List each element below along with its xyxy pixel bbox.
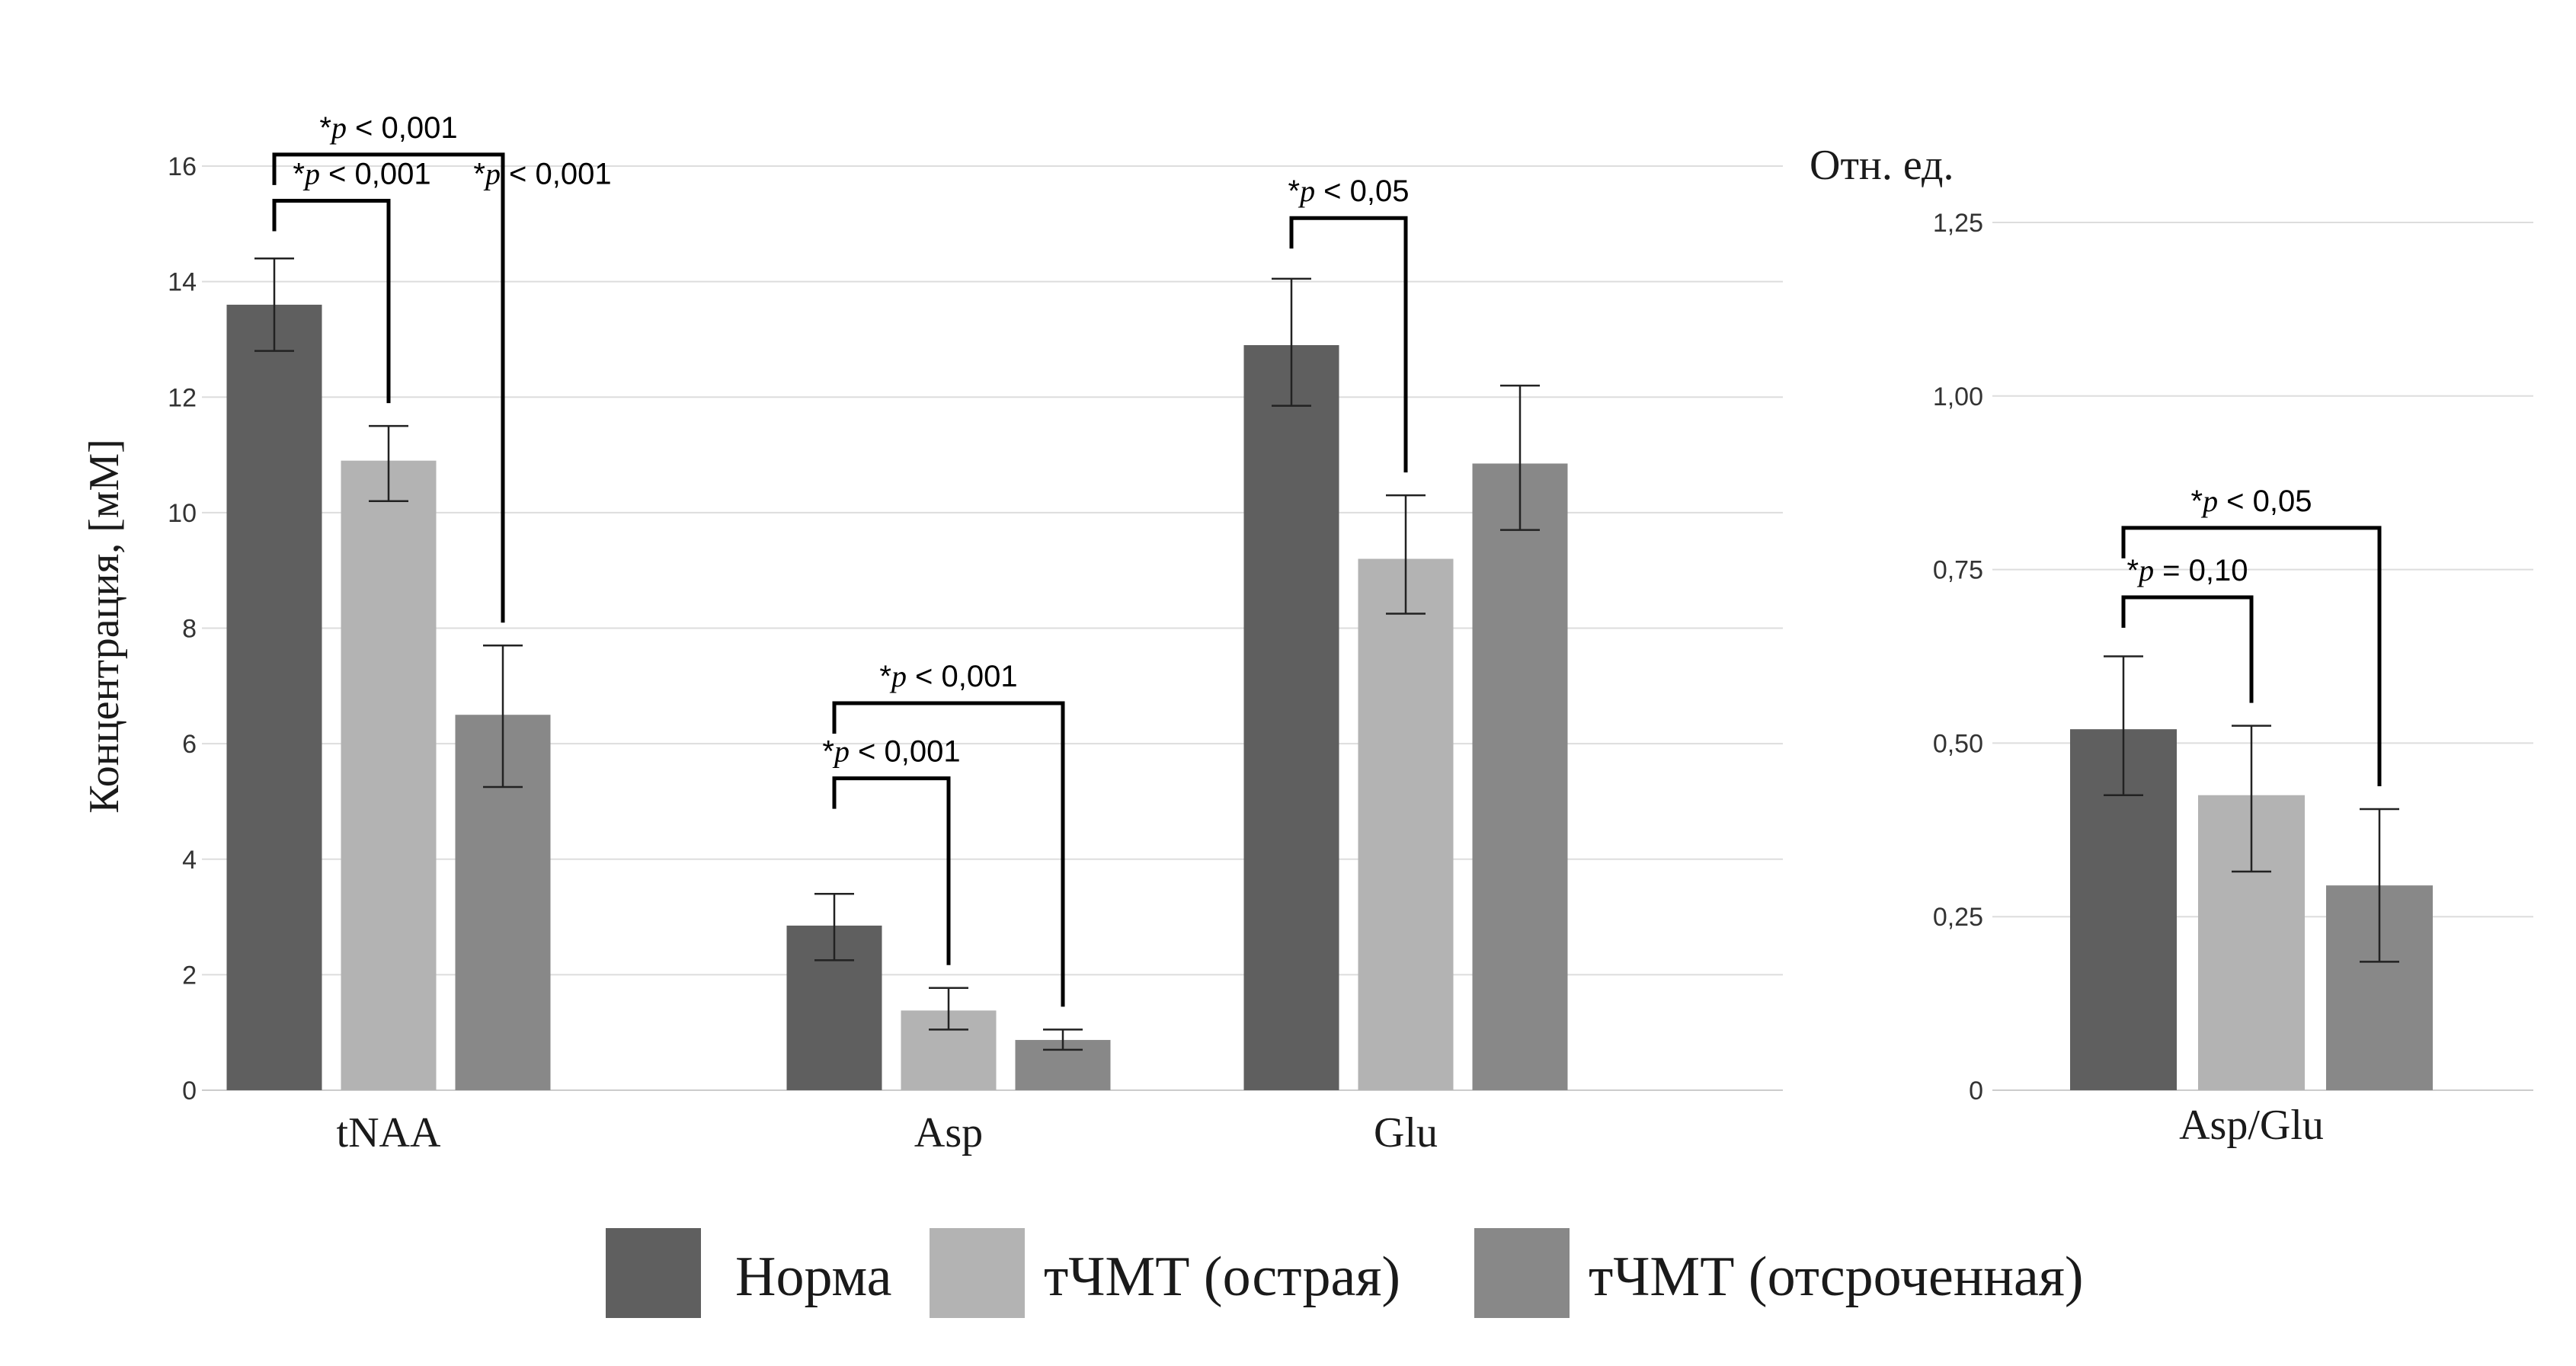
significance-label: *p < 0,001 — [879, 659, 1017, 693]
y-tick-label: 0,50 — [1933, 729, 1983, 758]
significance-label: *p < 0,05 — [1288, 174, 1409, 208]
significance-bracket — [2121, 526, 2382, 786]
y-tick-label: 0,25 — [1933, 903, 1983, 932]
legend-swatch — [1474, 1228, 1570, 1318]
significance-bracket — [832, 701, 1065, 1007]
y-axis-label: Отн. ед. — [1810, 142, 1954, 189]
y-tick-label: 14 — [168, 268, 197, 297]
significance-label: *p < 0,001 — [293, 156, 430, 190]
significance-bracket — [832, 776, 951, 965]
y-tick-label: 6 — [182, 730, 197, 759]
legend-swatch — [606, 1228, 701, 1318]
significance-label: *p < 0,001 — [319, 110, 457, 145]
legend-label: Норма — [735, 1246, 892, 1308]
significance-label: *p < 0,05 — [2190, 484, 2312, 518]
category-label: Asp/Glu — [2179, 1102, 2324, 1149]
y-tick-label: 0 — [1969, 1076, 1983, 1105]
category-label: Asp — [914, 1109, 983, 1156]
bar — [341, 460, 437, 1090]
y-tick-label: 1,25 — [1933, 209, 1983, 238]
y-tick-label: 10 — [168, 499, 197, 528]
y-tick-label: 0 — [182, 1076, 197, 1105]
y-tick-label: 12 — [168, 383, 197, 412]
significance-label: *p < 0,001 — [822, 734, 960, 769]
right-chart: 0 0,25 0,50 0,75 1,00 1,25 Отн. ед. Asp/Glu *p <… — [1810, 142, 2533, 1149]
bar — [1243, 345, 1339, 1090]
category-label: Glu — [1374, 1109, 1438, 1156]
y-axis-label: Концентрация, [мМ] — [81, 439, 128, 814]
significance-bracket — [272, 152, 505, 623]
significance-bracket — [272, 198, 391, 404]
significance-label: *p < 0,001 — [473, 156, 611, 190]
y-tick-label: 2 — [182, 961, 197, 990]
bar — [1472, 463, 1568, 1090]
significance-label: *p = 0,10 — [2126, 553, 2248, 587]
bar — [226, 304, 322, 1091]
y-tick-label: 0,75 — [1933, 556, 1983, 585]
legend-label: тЧМТ (острая) — [1044, 1246, 1400, 1308]
y-tick-label: 4 — [182, 846, 197, 875]
category-label: tNAA — [337, 1109, 441, 1156]
legend-swatch — [930, 1228, 1025, 1318]
bar — [1358, 558, 1454, 1090]
y-tick-label: 8 — [182, 615, 197, 644]
significance-bracket — [2121, 595, 2254, 703]
significance-bracket — [1289, 216, 1408, 473]
legend: Норма тЧМТ (острая) тЧМТ (отсроченная) — [606, 1228, 2084, 1318]
left-chart: 0 2 4 6 8 10 12 14 16 Концентрация, [мМ] tNAA Asp Gl… — [81, 110, 1783, 1156]
legend-label: тЧМТ (отсроченная) — [1589, 1246, 2084, 1308]
y-tick-label: 16 — [168, 152, 197, 181]
y-tick-label: 1,00 — [1933, 382, 1983, 411]
